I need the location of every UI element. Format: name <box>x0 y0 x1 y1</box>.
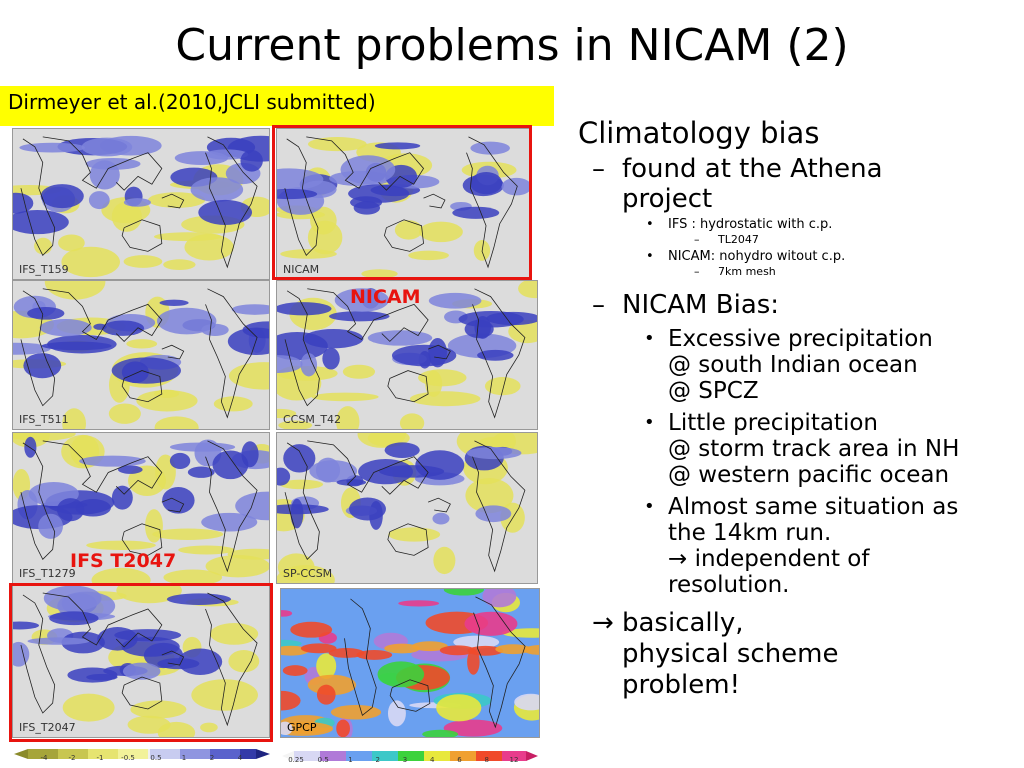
map-panel-ifs-t511: IFS_T511 <box>12 280 270 430</box>
bias-colorbar-ticks: -4 -2 -1 -0.5 0.5 1 2 4 <box>14 754 270 764</box>
bullet-line: physical scheme <box>622 639 839 669</box>
bias-map <box>277 129 529 279</box>
bias-map <box>13 433 269 583</box>
map-label: IFS_T159 <box>19 263 69 276</box>
bias-map <box>277 281 537 429</box>
bullet-excessive: • Excessive precipitation @ south Indian… <box>578 326 1018 404</box>
colorbar-tick-label: -0.5 <box>121 754 135 762</box>
map-label: IFS_T1279 <box>19 567 76 580</box>
slide-title: Current problems in NICAM (2) <box>175 20 849 71</box>
bullet-line: Almost same situation as <box>668 494 959 520</box>
bullet-ifs-sub: – TL2047 <box>578 233 1018 246</box>
bullet-little: • Little precipitation @ storm track are… <box>578 410 1018 488</box>
colorbar-tick-label: 12 <box>509 756 519 764</box>
colorbar-tick-label: 0.25 <box>288 756 304 764</box>
precipitation-colorbar: 0.25 0.5 1 2 3 4 6 8 12 <box>282 746 538 764</box>
dash-marker: – <box>592 290 605 320</box>
dot-marker: • <box>646 249 654 264</box>
bullet-line: the 14km run. <box>668 520 832 546</box>
map-panel-sp-ccsm: SP-CCSM <box>276 432 538 584</box>
colorbar-tick-label: 1 <box>348 756 353 764</box>
colorbar-tick-label: -4 <box>40 754 48 762</box>
bullet-ifs: • IFS : hydrostatic with c.p. <box>578 216 1018 233</box>
bias-map <box>13 129 269 279</box>
precipitation-map <box>281 589 539 737</box>
bullet-line: NICAM Bias: <box>622 290 780 320</box>
bullet-line: Little precipitation <box>668 410 878 436</box>
nicam-highlight-frame <box>272 125 532 280</box>
bias-map <box>13 585 269 737</box>
colorbar-tick-label: 2 <box>209 754 215 762</box>
colorbar-tick-label: 0.5 <box>317 756 329 764</box>
ifs-t2047-highlight-frame <box>9 583 273 742</box>
map-label: IFS_T511 <box>19 413 69 426</box>
colorbar-tick-label: 4 <box>430 756 435 764</box>
dot-marker: • <box>644 328 655 349</box>
bullet-line: IFS : hydrostatic with c.p. <box>668 217 833 232</box>
colorbar-tick-label: -2 <box>68 754 76 762</box>
bullet-line: 7km mesh <box>718 265 776 278</box>
colorbar-tick-label: 4 <box>237 754 243 762</box>
map-panel-gpcp: GPCP <box>280 588 540 738</box>
bullet-line: @ south Indian ocean <box>668 352 918 378</box>
colorbar-tick-label: 2 <box>375 756 380 764</box>
bullet-same-situation: • Almost same situation as the 14km run.… <box>578 494 1018 598</box>
bullet-nicam-sub: – 7km mesh <box>578 265 1018 278</box>
bullet-found: – found at the Athena project <box>578 154 1018 214</box>
map-label: IFS_T2047 <box>19 721 76 734</box>
bullet-line: @ western pacific ocean <box>668 462 950 488</box>
bias-map <box>13 281 269 429</box>
map-label: CCSM_T42 <box>283 413 342 426</box>
bullet-text: Climatology bias – found at the Athena p… <box>578 116 1018 701</box>
dot-marker: • <box>644 496 655 517</box>
bullet-nicam-bias: – NICAM Bias: <box>578 290 1018 320</box>
bullet-line: found at the Athena <box>622 154 883 184</box>
bullet-heading: Climatology bias <box>578 116 820 150</box>
map-panel-ccsm-t42: CCSM_T42 <box>276 280 538 430</box>
precipitation-colorbar-graphic <box>282 751 538 761</box>
colorbar-tick-label: 1 <box>181 754 187 762</box>
colorbar-tick-label: 8 <box>484 756 489 764</box>
nicam-highlight-label: NICAM <box>350 286 421 308</box>
bullet-line: Excessive precipitation <box>668 326 933 352</box>
bullet-conclusion: → basically, physical scheme problem! <box>578 608 1018 701</box>
citation-banner: Dirmeyer et al.(2010,JCLI submitted) <box>0 86 554 126</box>
bullet-line: project <box>622 184 713 214</box>
map-label: GPCP <box>287 721 317 734</box>
precipitation-colorbar-ticks: 0.25 0.5 1 2 3 4 6 8 12 <box>282 756 538 766</box>
map-panel-nicam: NICAM <box>276 128 530 280</box>
bullet-line: TL2047 <box>718 233 759 246</box>
arrow-icon: → <box>592 608 614 638</box>
dot-marker: • <box>646 217 654 232</box>
colorbar-tick-label: 0.5 <box>150 754 162 762</box>
map-panel-ifs-t1279: IFS_T1279 <box>12 432 270 584</box>
map-label: SP-CCSM <box>283 567 333 580</box>
bullet-line: NICAM: nohydro witout c.p. <box>668 249 846 264</box>
map-panel-ifs-t159: IFS_T159 <box>12 128 270 280</box>
ifs-t2047-highlight-label: IFS T2047 <box>70 550 177 572</box>
bullet-line: resolution. <box>668 572 790 598</box>
dot-marker: • <box>644 412 655 433</box>
bias-colorbar: -4 -2 -1 -0.5 0.5 1 2 4 <box>14 744 270 762</box>
bias-colorbar-graphic <box>14 749 270 759</box>
colorbar-tick-label: 3 <box>402 756 408 764</box>
map-panel-ifs-t2047: IFS_T2047 <box>12 584 270 738</box>
colorbar-tick-label: -1 <box>96 754 104 762</box>
bullet-line: problem! <box>622 670 741 700</box>
dash-marker: – <box>694 233 700 246</box>
bullet-line: @ SPCZ <box>668 378 759 404</box>
dash-marker: – <box>694 265 700 278</box>
bullet-nicam: • NICAM: nohydro witout c.p. <box>578 248 1018 265</box>
bullet-line: @ storm track area in NH <box>668 436 960 462</box>
map-label: NICAM <box>283 263 320 276</box>
bullet-line: basically, <box>622 608 744 638</box>
colorbar-tick-label: 6 <box>457 756 462 764</box>
dash-marker: – <box>592 154 605 184</box>
bias-map <box>277 433 537 583</box>
bullet-line: → independent of <box>668 546 870 572</box>
